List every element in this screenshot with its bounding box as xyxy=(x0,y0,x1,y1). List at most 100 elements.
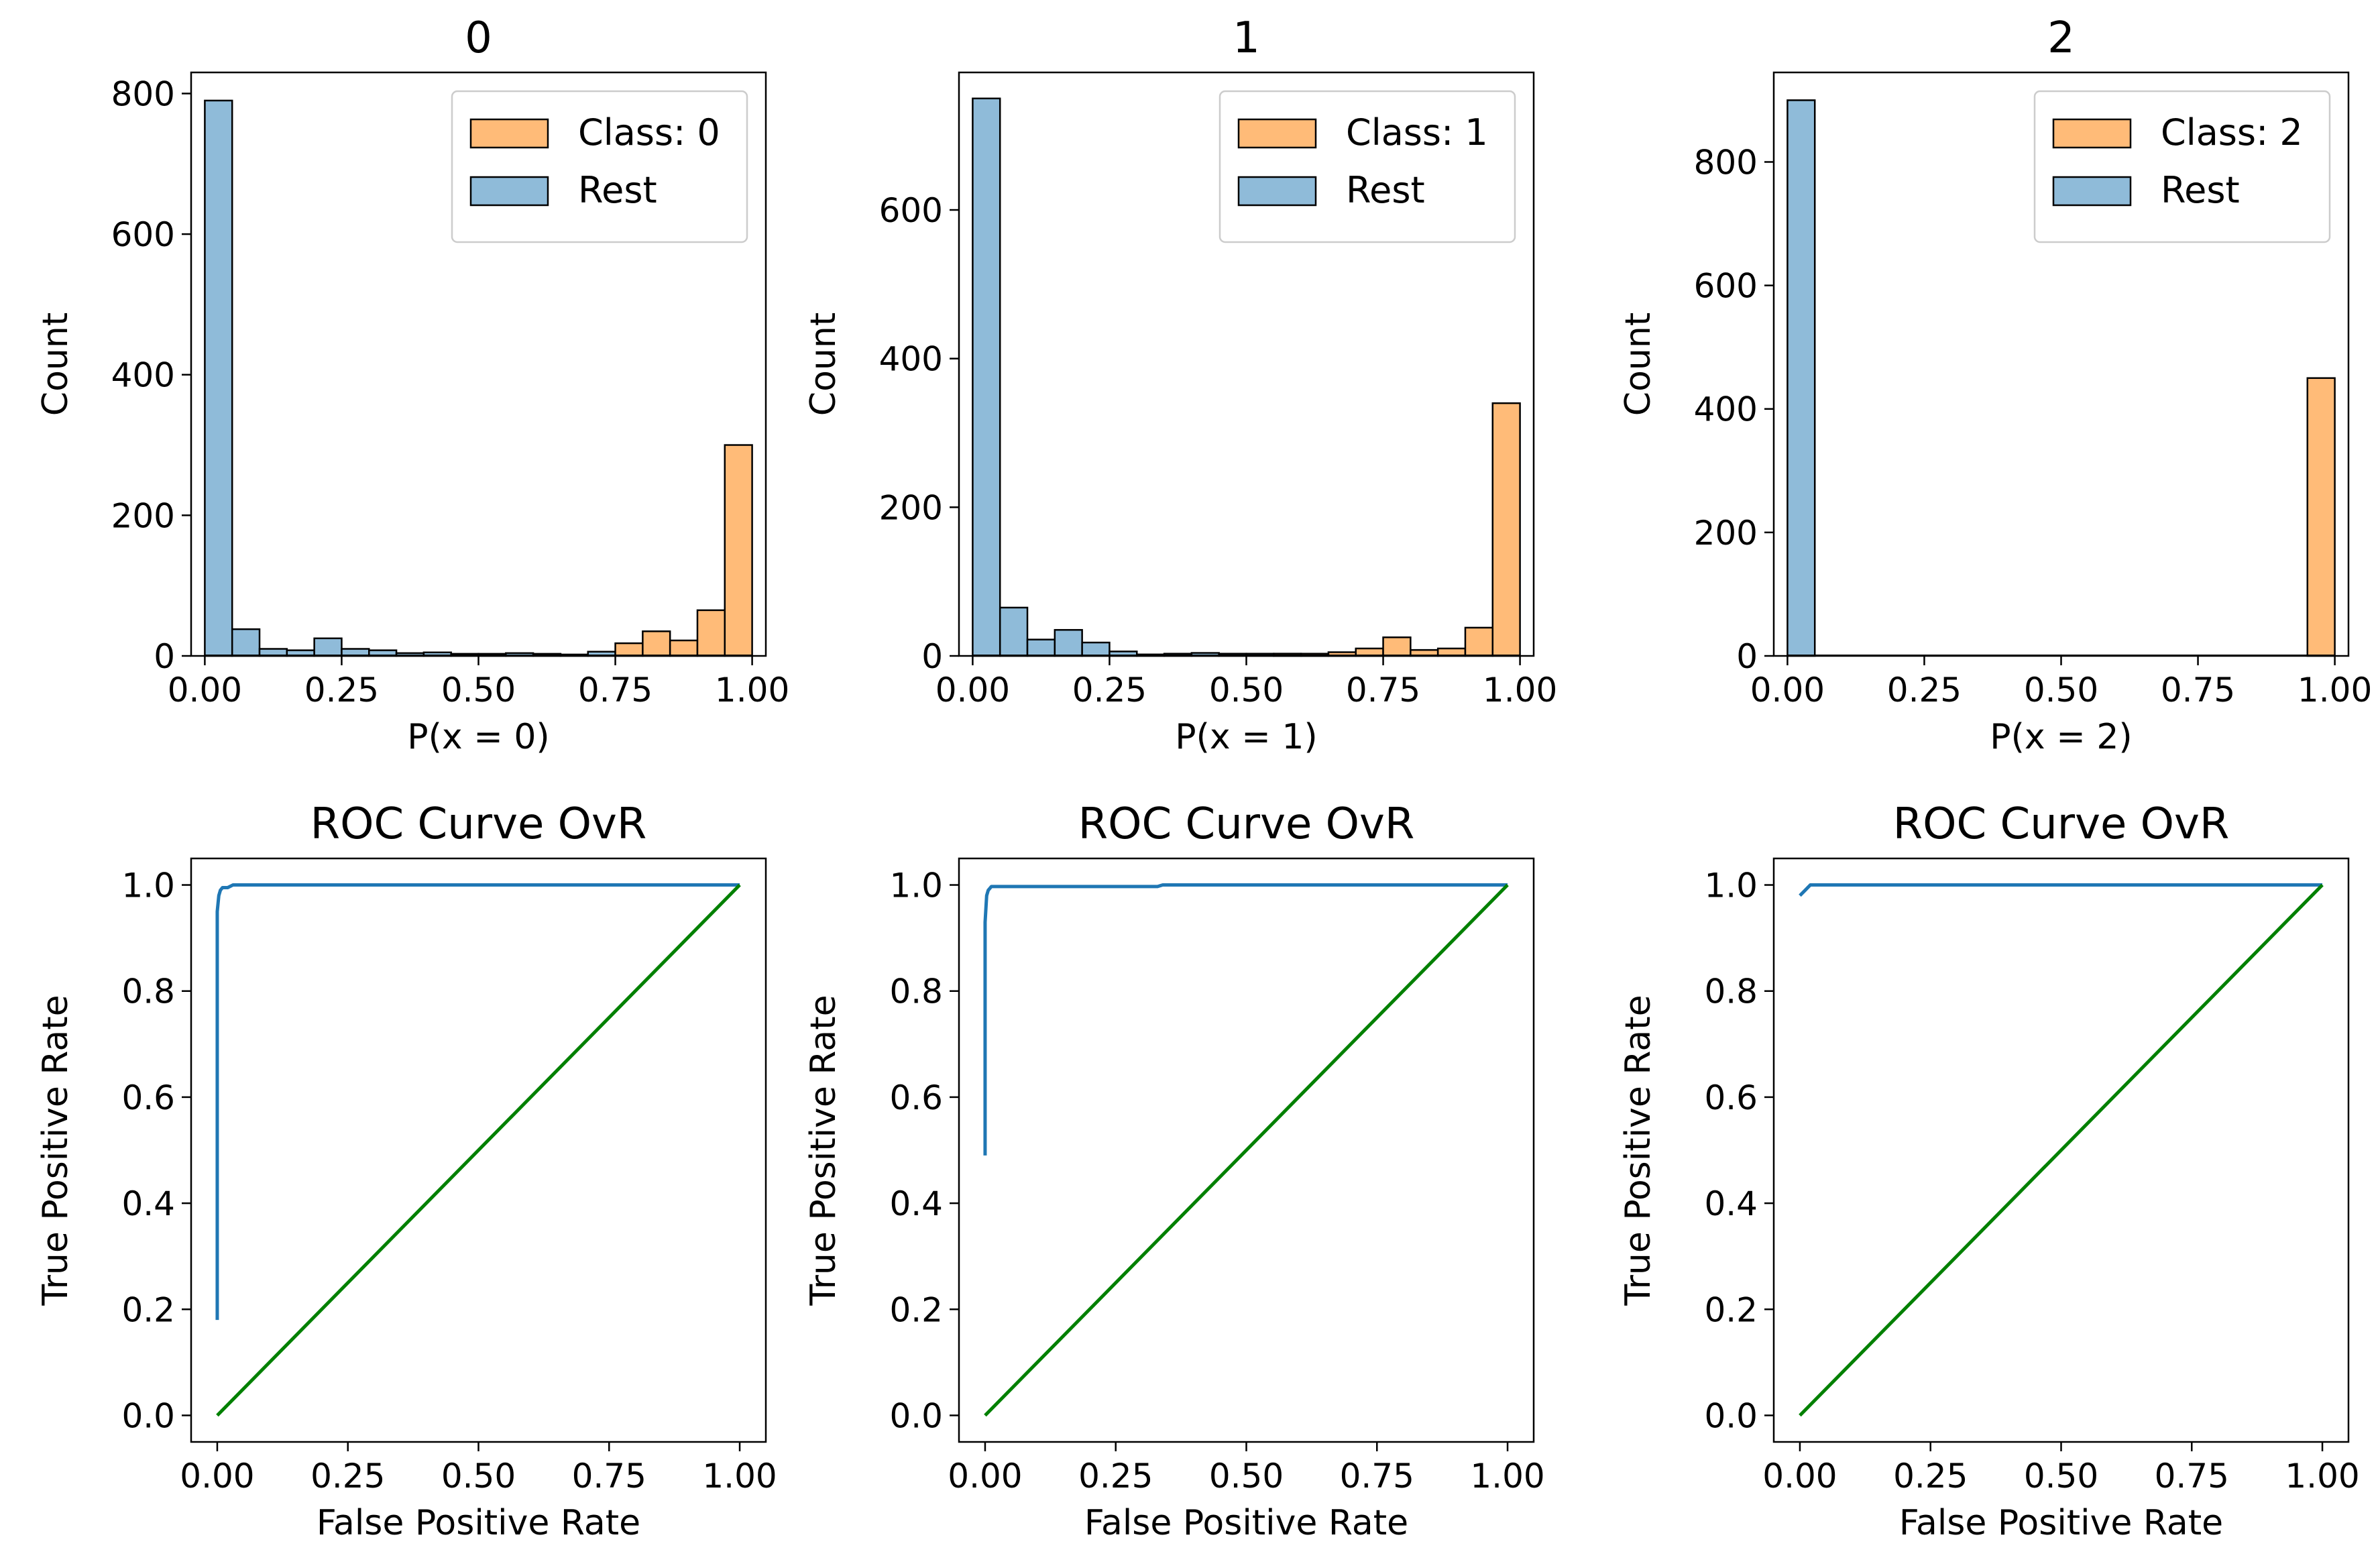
histogram-bar xyxy=(1491,402,1521,657)
x-tick-label: 0.50 xyxy=(2024,671,2098,710)
histogram-bar xyxy=(2306,377,2336,657)
subplot-title: ROC Curve OvR xyxy=(1893,799,2230,849)
legend-entry-label: Class: 0 xyxy=(578,111,720,154)
y-tick-label: 200 xyxy=(111,496,175,535)
y-tick-label: 0.2 xyxy=(889,1290,943,1329)
x-tick-label: 0.00 xyxy=(1762,1457,1837,1496)
y-tick-label: 200 xyxy=(1694,514,1758,553)
y-tick-label: 0 xyxy=(1736,637,1758,676)
histogram-bar xyxy=(1026,638,1056,657)
y-tick-label: 0.6 xyxy=(889,1078,943,1117)
legend: Class: 1 Rest xyxy=(1219,90,1516,243)
legend: Class: 0 Rest xyxy=(451,90,748,243)
subplot-title: ROC Curve OvR xyxy=(310,799,647,849)
x-tick-label: 0.50 xyxy=(2024,1457,2098,1496)
y-tick-label: 400 xyxy=(1694,390,1758,429)
histogram-bar xyxy=(313,637,343,657)
x-tick-label: 1.00 xyxy=(702,1457,777,1496)
x-tick-label: 0.50 xyxy=(1209,671,1284,710)
y-tick-label: 400 xyxy=(879,340,943,379)
diagonal-reference-line xyxy=(216,883,741,1417)
x-tick-label: 0.00 xyxy=(180,1457,254,1496)
x-tick-label: 0.75 xyxy=(572,1457,646,1496)
y-tick-label: 0 xyxy=(921,637,943,676)
y-tick-label: 0.6 xyxy=(121,1078,175,1117)
x-tick-label: 0.25 xyxy=(304,671,379,710)
histogram-bar xyxy=(696,609,726,657)
histogram-bar xyxy=(1382,636,1412,657)
y-tick-label: 0.0 xyxy=(121,1396,175,1435)
histogram-bar xyxy=(642,630,671,657)
subplot-title: ROC Curve OvR xyxy=(1078,799,1415,849)
histogram-bar xyxy=(614,642,644,657)
legend-swatch xyxy=(2052,118,2132,149)
subplot-title: 1 xyxy=(1233,13,1260,63)
y-tick-label: 0.4 xyxy=(1704,1184,1758,1223)
y-axis-label: True Positive Rate xyxy=(36,995,76,1306)
x-tick-label: 0.25 xyxy=(1072,671,1147,710)
x-tick-label: 0.00 xyxy=(1750,671,1825,710)
legend-entry-label: Class: 2 xyxy=(2161,111,2303,154)
x-tick-label: 0.75 xyxy=(1346,671,1420,710)
x-tick-label: 0.00 xyxy=(936,671,1010,710)
y-tick-label: 800 xyxy=(111,74,175,113)
x-tick-label: 1.00 xyxy=(2285,1457,2359,1496)
legend-swatch xyxy=(2052,176,2132,207)
subplot-4: ROC Curve OvR 0.00 0.25 0.50 0.75 1.00 0.0 0.2 0… xyxy=(36,799,777,1543)
y-tick-label: 0.2 xyxy=(1704,1290,1758,1329)
x-axis-label: P(x = 1) xyxy=(1175,717,1317,757)
y-tick-label: 600 xyxy=(111,215,175,254)
subplot-6: ROC Curve OvR 0.00 0.25 0.50 0.75 1.00 0.0 0.2 0… xyxy=(1618,799,2360,1543)
subplot-2: 1 0.00 0.25 0.50 0.75 1.00 0 200 400 600 P(x = 1) C… xyxy=(803,13,1557,757)
histogram-bar xyxy=(204,99,233,657)
histogram-bar xyxy=(999,606,1029,657)
legend-swatch xyxy=(469,118,549,149)
legend-entry-label: Rest xyxy=(2161,169,2240,211)
y-tick-label: 600 xyxy=(879,191,943,230)
x-tick-label: 0.50 xyxy=(441,671,516,710)
y-axis-label: True Positive Rate xyxy=(803,995,844,1306)
legend-entry-label: Class: 1 xyxy=(1346,111,1488,154)
x-axis-label: P(x = 0) xyxy=(407,717,549,757)
y-tick-label: 0.2 xyxy=(121,1290,175,1329)
roc-curve-line xyxy=(215,883,740,1321)
legend-swatch xyxy=(1237,118,1317,149)
subplot-title: 2 xyxy=(2047,13,2075,63)
y-tick-label: 0 xyxy=(154,637,175,676)
x-tick-label: 0.00 xyxy=(168,671,242,710)
x-tick-label: 0.25 xyxy=(310,1457,385,1496)
roc-curve-line xyxy=(1799,883,2323,897)
histogram-bar xyxy=(972,97,1001,657)
histogram-bar xyxy=(1464,626,1494,657)
x-tick-label: 0.50 xyxy=(441,1457,516,1496)
y-tick-label: 0.4 xyxy=(121,1184,175,1223)
x-axis-label: P(x = 2) xyxy=(1990,717,2132,757)
legend-entry-label: Rest xyxy=(578,169,657,211)
legend-swatch xyxy=(469,176,549,207)
roc-curve-line xyxy=(983,883,1508,1156)
y-tick-label: 600 xyxy=(1694,267,1758,306)
histogram-bar xyxy=(1054,628,1083,657)
x-tick-label: 0.75 xyxy=(1340,1457,1414,1496)
histogram-bar xyxy=(669,639,699,657)
x-tick-label: 1.00 xyxy=(2298,671,2372,710)
diagonal-reference-line xyxy=(1799,883,2324,1417)
x-tick-label: 0.75 xyxy=(578,671,653,710)
legend-entry-label: Rest xyxy=(1346,169,1425,211)
x-tick-label: 0.25 xyxy=(1887,671,1962,710)
legend-swatch xyxy=(1237,176,1317,207)
histogram-bar xyxy=(1081,641,1111,657)
legend: Class: 2 Rest xyxy=(2033,90,2331,243)
y-tick-label: 0.8 xyxy=(889,972,943,1011)
x-axis-label: False Positive Rate xyxy=(1899,1503,2223,1543)
histogram-bar xyxy=(231,628,261,657)
x-tick-label: 0.00 xyxy=(948,1457,1022,1496)
y-tick-label: 400 xyxy=(111,356,175,395)
x-tick-label: 0.75 xyxy=(2155,1457,2229,1496)
y-tick-label: 0.8 xyxy=(121,972,175,1011)
y-tick-label: 0.8 xyxy=(1704,972,1758,1011)
y-tick-label: 0.0 xyxy=(889,1396,943,1435)
y-tick-label: 1.0 xyxy=(1704,866,1758,905)
